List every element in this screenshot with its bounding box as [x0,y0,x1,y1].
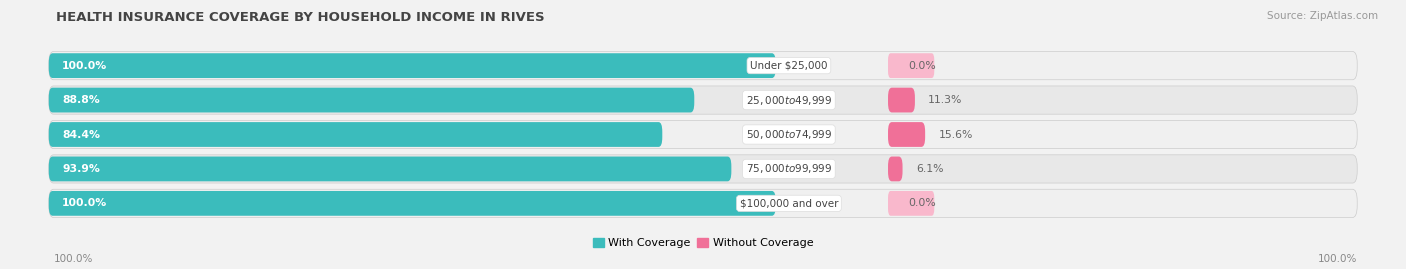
FancyBboxPatch shape [49,86,1357,114]
FancyBboxPatch shape [889,122,925,147]
Text: 88.8%: 88.8% [62,95,100,105]
FancyBboxPatch shape [889,157,903,181]
FancyBboxPatch shape [49,88,695,112]
Text: 100.0%: 100.0% [62,198,107,208]
FancyBboxPatch shape [889,53,934,78]
FancyBboxPatch shape [889,191,934,216]
Text: HEALTH INSURANCE COVERAGE BY HOUSEHOLD INCOME IN RIVES: HEALTH INSURANCE COVERAGE BY HOUSEHOLD I… [56,11,546,24]
Text: 93.9%: 93.9% [62,164,100,174]
FancyBboxPatch shape [49,122,662,147]
Text: 0.0%: 0.0% [908,198,935,208]
Text: Source: ZipAtlas.com: Source: ZipAtlas.com [1267,11,1378,21]
Text: $25,000 to $49,999: $25,000 to $49,999 [745,94,832,107]
Text: $75,000 to $99,999: $75,000 to $99,999 [745,162,832,175]
FancyBboxPatch shape [889,88,915,112]
FancyBboxPatch shape [49,157,731,181]
Text: Under $25,000: Under $25,000 [751,61,828,71]
Text: 100.0%: 100.0% [62,61,107,71]
Text: 100.0%: 100.0% [1317,254,1357,264]
Text: 11.3%: 11.3% [928,95,963,105]
FancyBboxPatch shape [49,189,1357,217]
FancyBboxPatch shape [49,155,1357,183]
Text: $100,000 and over: $100,000 and over [740,198,838,208]
Text: 84.4%: 84.4% [62,129,100,140]
FancyBboxPatch shape [49,191,776,216]
Legend: With Coverage, Without Coverage: With Coverage, Without Coverage [588,233,818,253]
FancyBboxPatch shape [49,53,776,78]
FancyBboxPatch shape [49,52,1357,80]
FancyBboxPatch shape [49,121,1357,148]
Text: $50,000 to $74,999: $50,000 to $74,999 [745,128,832,141]
Text: 100.0%: 100.0% [53,254,93,264]
Text: 15.6%: 15.6% [938,129,973,140]
Text: 0.0%: 0.0% [908,61,935,71]
Text: 6.1%: 6.1% [915,164,943,174]
